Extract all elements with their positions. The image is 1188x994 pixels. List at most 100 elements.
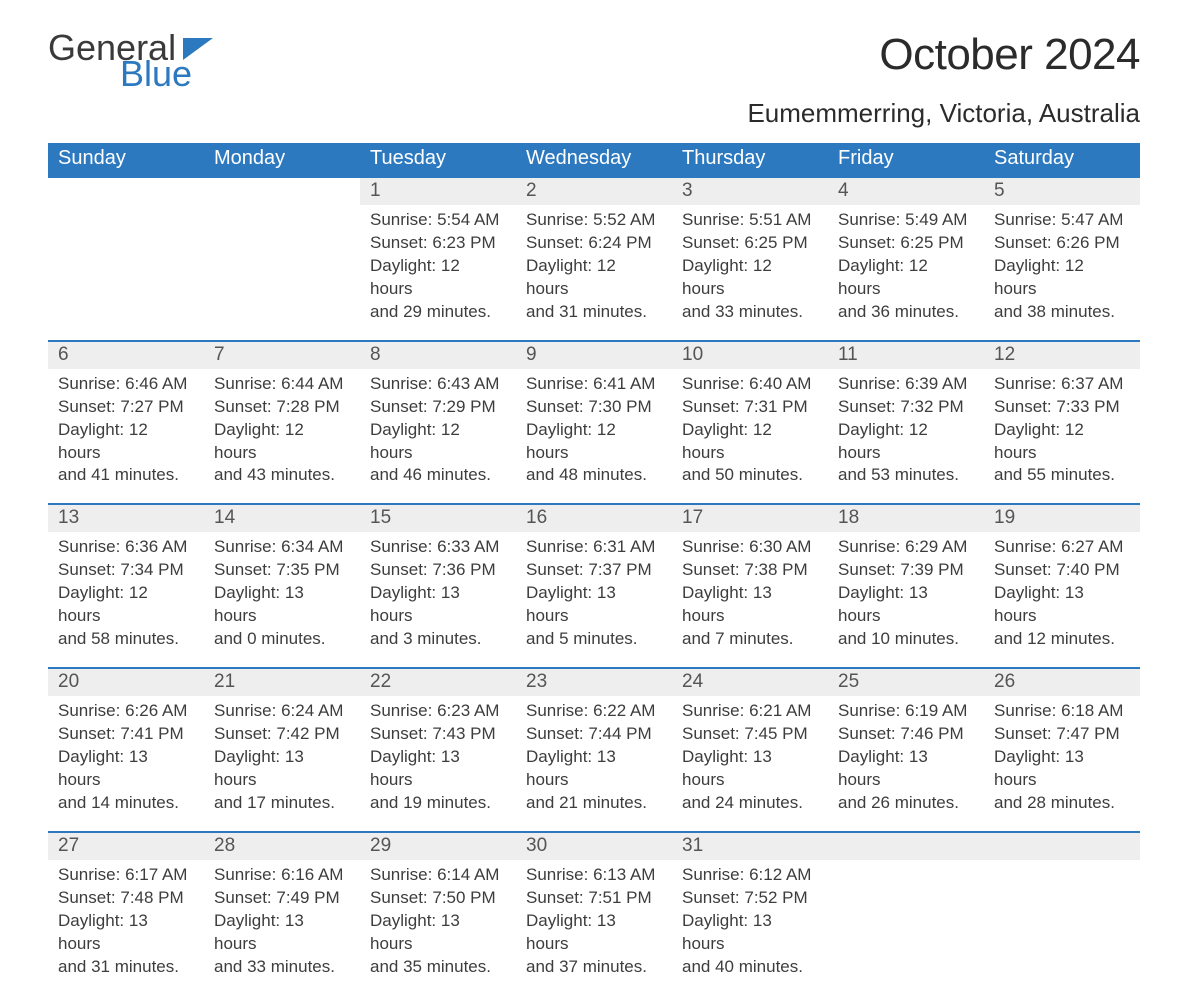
- sunrise: Sunrise: 6:37 AM: [994, 373, 1130, 396]
- day-number: 28: [204, 832, 360, 860]
- day-number: 25: [828, 668, 984, 696]
- daylight-line1: Daylight: 13 hours: [526, 746, 662, 792]
- day-cell: Sunrise: 6:12 AMSunset: 7:52 PMDaylight:…: [672, 860, 828, 994]
- location: Eumemmerring, Victoria, Australia: [48, 98, 1140, 129]
- sunset: Sunset: 7:27 PM: [58, 396, 194, 419]
- sunset: Sunset: 7:32 PM: [838, 396, 974, 419]
- weekday-header: Saturday: [984, 143, 1140, 177]
- sunset: Sunset: 7:49 PM: [214, 887, 350, 910]
- sunset: Sunset: 7:28 PM: [214, 396, 350, 419]
- sunset: Sunset: 7:45 PM: [682, 723, 818, 746]
- day-number: 13: [48, 504, 204, 532]
- daylight-line1: Daylight: 13 hours: [682, 746, 818, 792]
- sunset: Sunset: 6:24 PM: [526, 232, 662, 255]
- weekday-header: Friday: [828, 143, 984, 177]
- day-number: 6: [48, 341, 204, 369]
- daylight-line2: and 3 minutes.: [370, 628, 506, 651]
- day-number: 19: [984, 504, 1140, 532]
- sunrise: Sunrise: 6:12 AM: [682, 864, 818, 887]
- day-cell: Sunrise: 6:19 AMSunset: 7:46 PMDaylight:…: [828, 696, 984, 832]
- day-cell: Sunrise: 6:18 AMSunset: 7:47 PMDaylight:…: [984, 696, 1140, 832]
- day-number: 20: [48, 668, 204, 696]
- daylight-line2: and 50 minutes.: [682, 464, 818, 487]
- daylight-line2: and 38 minutes.: [994, 301, 1130, 324]
- day-content-row: Sunrise: 5:54 AMSunset: 6:23 PMDaylight:…: [48, 205, 1140, 341]
- day-number: 16: [516, 504, 672, 532]
- day-number: 21: [204, 668, 360, 696]
- sunrise: Sunrise: 6:33 AM: [370, 536, 506, 559]
- day-cell: Sunrise: 6:37 AMSunset: 7:33 PMDaylight:…: [984, 369, 1140, 505]
- sunrise: Sunrise: 6:14 AM: [370, 864, 506, 887]
- sunset: Sunset: 7:39 PM: [838, 559, 974, 582]
- day-cell: Sunrise: 6:23 AMSunset: 7:43 PMDaylight:…: [360, 696, 516, 832]
- daylight-line1: Daylight: 12 hours: [838, 255, 974, 301]
- daylight-line1: Daylight: 12 hours: [682, 419, 818, 465]
- day-content-row: Sunrise: 6:17 AMSunset: 7:48 PMDaylight:…: [48, 860, 1140, 994]
- daylight-line2: and 0 minutes.: [214, 628, 350, 651]
- sunrise: Sunrise: 6:27 AM: [994, 536, 1130, 559]
- sunset: Sunset: 6:25 PM: [838, 232, 974, 255]
- daylight-line2: and 26 minutes.: [838, 792, 974, 815]
- day-cell: Sunrise: 6:13 AMSunset: 7:51 PMDaylight:…: [516, 860, 672, 994]
- day-cell: Sunrise: 6:46 AMSunset: 7:27 PMDaylight:…: [48, 369, 204, 505]
- daylight-line1: Daylight: 12 hours: [214, 419, 350, 465]
- day-number: 18: [828, 504, 984, 532]
- sunset: Sunset: 7:52 PM: [682, 887, 818, 910]
- day-cell: Sunrise: 6:22 AMSunset: 7:44 PMDaylight:…: [516, 696, 672, 832]
- day-cell: Sunrise: 5:51 AMSunset: 6:25 PMDaylight:…: [672, 205, 828, 341]
- sunrise: Sunrise: 6:34 AM: [214, 536, 350, 559]
- daylight-line2: and 46 minutes.: [370, 464, 506, 487]
- day-content-row: Sunrise: 6:36 AMSunset: 7:34 PMDaylight:…: [48, 532, 1140, 668]
- sunset: Sunset: 7:48 PM: [58, 887, 194, 910]
- daylight-line1: Daylight: 12 hours: [526, 419, 662, 465]
- daylight-line1: Daylight: 13 hours: [214, 582, 350, 628]
- sunset: Sunset: 7:44 PM: [526, 723, 662, 746]
- daylight-line1: Daylight: 13 hours: [58, 746, 194, 792]
- day-number: 29: [360, 832, 516, 860]
- day-cell: [984, 860, 1140, 994]
- day-content-row: Sunrise: 6:26 AMSunset: 7:41 PMDaylight:…: [48, 696, 1140, 832]
- daylight-line2: and 19 minutes.: [370, 792, 506, 815]
- sunset: Sunset: 7:37 PM: [526, 559, 662, 582]
- day-cell: Sunrise: 6:24 AMSunset: 7:42 PMDaylight:…: [204, 696, 360, 832]
- logo: General Blue: [48, 30, 213, 92]
- day-number: 4: [828, 177, 984, 205]
- daylight-line1: Daylight: 13 hours: [994, 582, 1130, 628]
- sunset: Sunset: 7:43 PM: [370, 723, 506, 746]
- daylight-line2: and 5 minutes.: [526, 628, 662, 651]
- daylight-line1: Daylight: 13 hours: [214, 746, 350, 792]
- sunrise: Sunrise: 6:36 AM: [58, 536, 194, 559]
- day-number-row: 12345: [48, 177, 1140, 205]
- daylight-line1: Daylight: 13 hours: [58, 910, 194, 956]
- sunrise: Sunrise: 6:40 AM: [682, 373, 818, 396]
- day-number: 11: [828, 341, 984, 369]
- daylight-line2: and 33 minutes.: [682, 301, 818, 324]
- day-cell: Sunrise: 6:39 AMSunset: 7:32 PMDaylight:…: [828, 369, 984, 505]
- day-cell: Sunrise: 6:27 AMSunset: 7:40 PMDaylight:…: [984, 532, 1140, 668]
- sunset: Sunset: 7:31 PM: [682, 396, 818, 419]
- sunrise: Sunrise: 6:18 AM: [994, 700, 1130, 723]
- daylight-line1: Daylight: 13 hours: [214, 910, 350, 956]
- day-cell: Sunrise: 6:36 AMSunset: 7:34 PMDaylight:…: [48, 532, 204, 668]
- daylight-line1: Daylight: 13 hours: [370, 910, 506, 956]
- daylight-line2: and 37 minutes.: [526, 956, 662, 979]
- day-number: 7: [204, 341, 360, 369]
- daylight-line1: Daylight: 12 hours: [370, 255, 506, 301]
- day-number: 5: [984, 177, 1140, 205]
- sunset: Sunset: 6:26 PM: [994, 232, 1130, 255]
- sunrise: Sunrise: 6:43 AM: [370, 373, 506, 396]
- daylight-line2: and 29 minutes.: [370, 301, 506, 324]
- day-number-row: 2728293031: [48, 832, 1140, 860]
- day-cell: Sunrise: 6:26 AMSunset: 7:41 PMDaylight:…: [48, 696, 204, 832]
- day-number: [48, 177, 204, 205]
- day-cell: Sunrise: 6:34 AMSunset: 7:35 PMDaylight:…: [204, 532, 360, 668]
- daylight-line2: and 12 minutes.: [994, 628, 1130, 651]
- day-number: 24: [672, 668, 828, 696]
- daylight-line2: and 41 minutes.: [58, 464, 194, 487]
- daylight-line1: Daylight: 12 hours: [58, 582, 194, 628]
- daylight-line1: Daylight: 12 hours: [838, 419, 974, 465]
- day-cell: Sunrise: 6:41 AMSunset: 7:30 PMDaylight:…: [516, 369, 672, 505]
- sunset: Sunset: 7:38 PM: [682, 559, 818, 582]
- day-cell: Sunrise: 6:31 AMSunset: 7:37 PMDaylight:…: [516, 532, 672, 668]
- day-number: 26: [984, 668, 1140, 696]
